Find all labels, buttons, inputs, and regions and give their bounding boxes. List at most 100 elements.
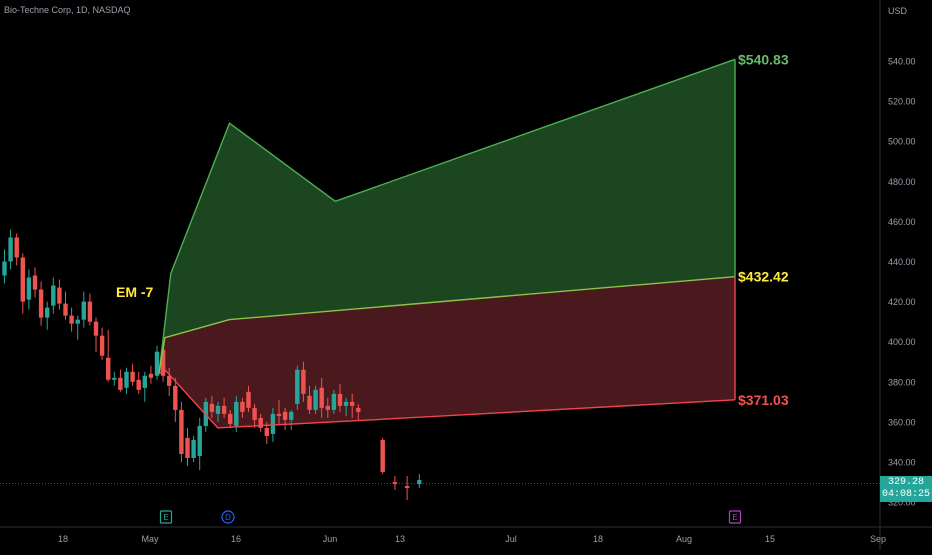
candle-body — [81, 301, 86, 320]
y-tick-label: 340.00 — [888, 458, 916, 468]
event-marker-label: E — [163, 513, 168, 522]
candle-body — [99, 335, 105, 356]
candle-body — [32, 275, 38, 290]
x-tick-label: Sep — [870, 534, 886, 544]
x-tick-label: Jul — [505, 534, 517, 544]
candle-body — [112, 377, 117, 380]
candle-body — [14, 237, 19, 258]
candle-body — [282, 411, 288, 420]
candle-body — [45, 307, 50, 318]
y-tick-label: 480.00 — [888, 177, 916, 187]
candle-body — [8, 237, 13, 262]
candle-body — [57, 287, 62, 304]
candle-body — [179, 409, 184, 454]
y-tick-label: 320.00 — [888, 498, 916, 508]
candle-body — [404, 486, 410, 489]
candle-body — [343, 401, 349, 406]
candle-body — [325, 405, 330, 410]
em-annotation: EM -7 — [116, 284, 154, 300]
x-tick-label: 16 — [231, 534, 241, 544]
candle-body — [154, 351, 160, 376]
event-marker-label: E — [732, 513, 737, 522]
candle-body — [258, 417, 263, 428]
y-tick-label: 360.00 — [888, 417, 916, 427]
candle-body — [118, 377, 123, 390]
candle-body — [350, 401, 355, 406]
candle-body — [69, 315, 74, 324]
event-marker-label: D — [225, 513, 231, 522]
y-tick-label: 520.00 — [888, 97, 916, 107]
candle-body — [93, 321, 99, 336]
candle-body — [356, 407, 361, 412]
x-tick-label: Aug — [676, 534, 692, 544]
y-tick-label: 440.00 — [888, 257, 916, 267]
candle-body — [185, 437, 190, 458]
upper-bound-line — [158, 58, 736, 374]
candle-body — [209, 403, 215, 412]
candle-body — [234, 401, 239, 426]
candle-body — [380, 439, 385, 473]
candle-body — [106, 357, 111, 380]
candle-body — [136, 379, 141, 390]
mid-bound-line — [158, 276, 736, 374]
upper-level-label: $540.83 — [738, 51, 789, 67]
mid-level-label: $432.42 — [738, 269, 789, 285]
candle-body — [75, 319, 80, 324]
candle-body — [20, 257, 25, 302]
upper-expected-move-zone — [159, 59, 735, 374]
candle-body — [124, 371, 129, 388]
candle-body — [295, 369, 300, 404]
lower-level-label: $371.03 — [738, 392, 789, 408]
candle-body — [246, 391, 251, 408]
candle-body — [289, 411, 294, 420]
y-tick-label: 420.00 — [888, 297, 916, 307]
candle-body — [142, 375, 147, 388]
x-tick-label: Jun — [323, 534, 338, 544]
candle-body — [331, 393, 337, 410]
candle-body — [38, 289, 44, 318]
candle-body — [313, 389, 318, 410]
candle-body — [215, 405, 221, 414]
candle-body — [319, 387, 324, 408]
candle-body — [228, 413, 233, 424]
candle-body — [337, 393, 343, 406]
candle-body — [173, 385, 178, 410]
bar-countdown: 04:08:25 — [881, 489, 930, 500]
candle-body — [392, 482, 398, 485]
y-tick-label: 380.00 — [888, 377, 916, 387]
y-tick-label: 540.00 — [888, 57, 916, 67]
y-tick-label: 500.00 — [888, 137, 916, 147]
event-marker-earnings — [159, 510, 173, 524]
event-marker-dividend — [221, 510, 235, 524]
y-tick-label: 400.00 — [888, 337, 916, 347]
candle-body — [26, 277, 32, 300]
last-price-badge: 329.28 04:08:25 — [880, 476, 932, 502]
candle-body — [240, 401, 245, 412]
candle-body — [307, 395, 312, 410]
candle-body — [301, 369, 306, 394]
x-tick-label: May — [141, 534, 159, 544]
x-tick-label: 13 — [395, 534, 405, 544]
candle-body — [270, 413, 276, 434]
candle-body — [63, 303, 68, 316]
candle-body — [87, 301, 93, 322]
candle-body — [252, 407, 257, 420]
x-tick-label: 18 — [593, 534, 603, 544]
last-price-value: 329.28 — [887, 477, 924, 488]
candle-body — [417, 480, 422, 485]
candle-body — [51, 285, 56, 306]
candle-body — [197, 425, 202, 456]
candle-body — [130, 371, 135, 382]
x-tick-label: 18 — [58, 534, 68, 544]
candle-body — [264, 427, 269, 436]
candle-body — [221, 405, 227, 414]
symbol-title: Bio-Techne Corp, 1D, NASDAQ — [4, 5, 131, 15]
x-tick-label: 15 — [765, 534, 775, 544]
candle-body — [276, 413, 282, 416]
currency-label: USD — [888, 6, 908, 16]
y-tick-label: 460.00 — [888, 217, 916, 227]
candle-body — [167, 375, 172, 386]
candle-body — [160, 349, 166, 376]
